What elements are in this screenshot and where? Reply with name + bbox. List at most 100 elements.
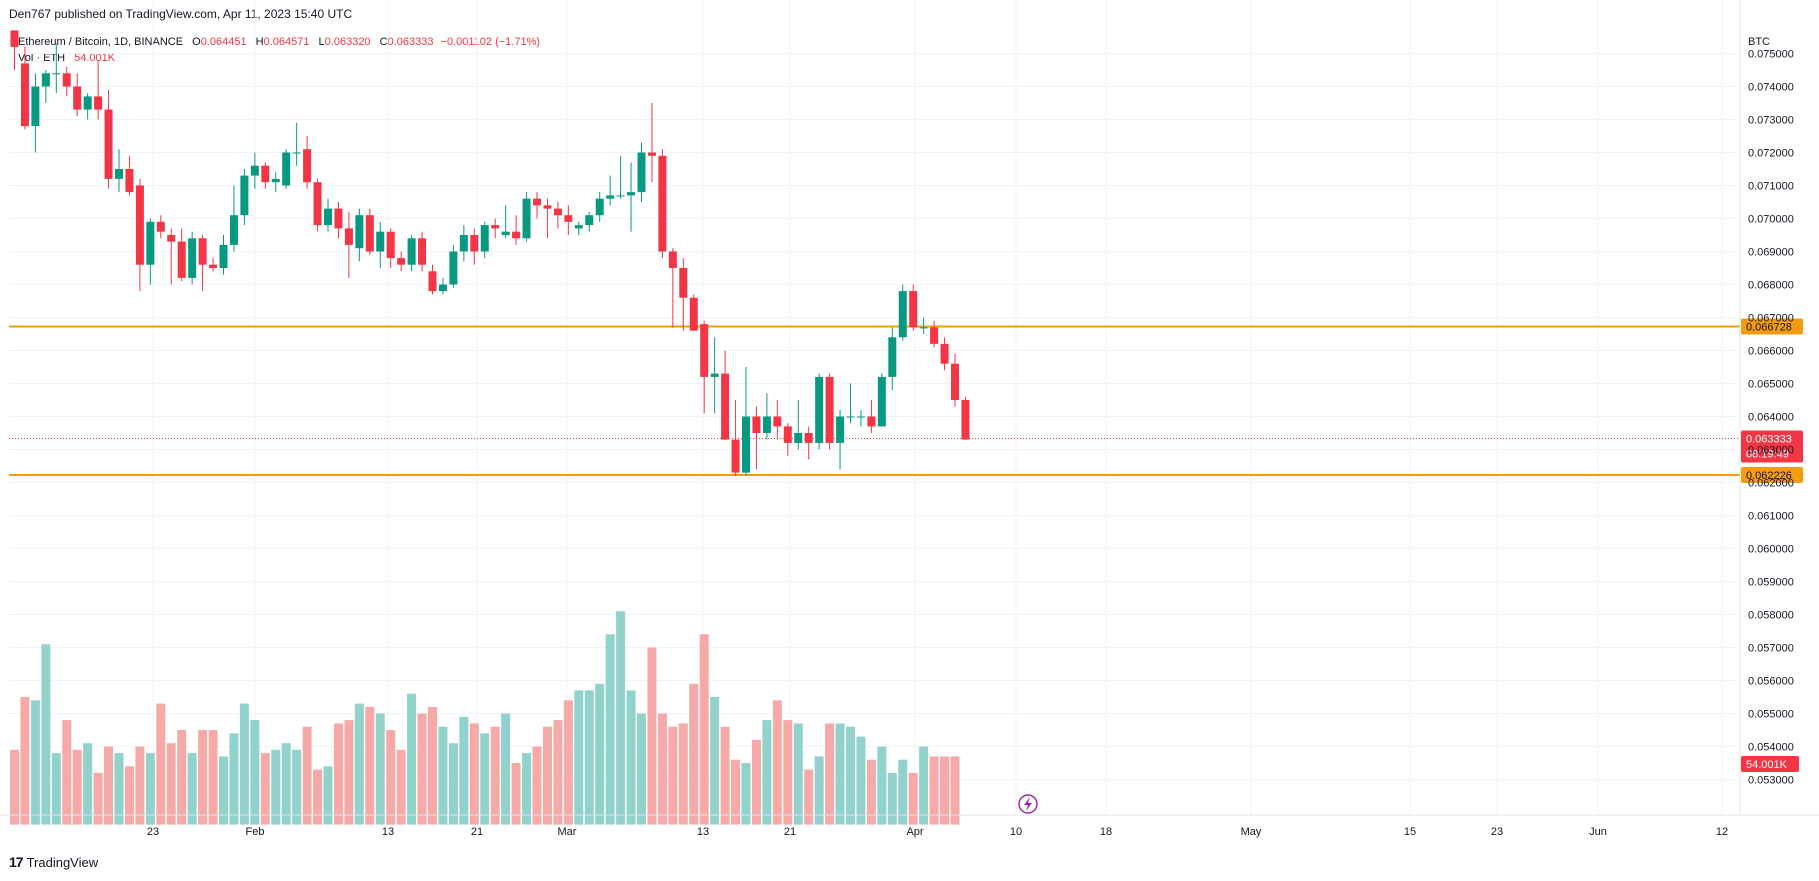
candle[interactable] [762,393,771,440]
candle[interactable] [909,284,918,331]
candle[interactable] [240,169,249,226]
candle[interactable] [146,218,155,285]
candle[interactable] [679,258,688,331]
candle[interactable] [198,235,207,292]
volume-bar [595,683,605,825]
candle[interactable] [951,353,959,407]
candle[interactable] [564,205,573,235]
candle[interactable] [449,244,458,288]
candle[interactable] [386,228,395,268]
candle[interactable] [815,373,824,450]
candle[interactable] [867,400,876,433]
candle[interactable] [438,277,447,295]
candle[interactable] [961,396,970,440]
candle[interactable] [10,30,19,70]
candle[interactable] [742,367,750,476]
candle[interactable] [888,327,897,391]
candle[interactable] [428,264,437,295]
candle[interactable] [250,152,259,189]
candle[interactable] [418,231,427,272]
candle[interactable] [637,142,646,202]
candle[interactable] [668,248,677,328]
candle[interactable] [261,162,270,189]
candle[interactable] [522,192,531,242]
candle[interactable] [595,192,604,222]
candle[interactable] [700,320,709,414]
candle[interactable] [574,221,583,235]
symbol-title[interactable]: Ethereum / Bitcoin, 1D, BINANCE [18,36,184,48]
candle[interactable] [606,175,615,206]
candle[interactable] [543,198,552,239]
candle[interactable] [177,228,186,282]
candle[interactable] [470,228,479,265]
candle[interactable] [877,373,886,427]
candle[interactable] [125,155,134,196]
candle[interactable] [229,185,238,252]
candle[interactable] [480,221,489,259]
candle[interactable] [271,172,280,193]
candle[interactable] [647,103,656,183]
candle[interactable] [73,73,82,117]
candle[interactable] [376,221,385,268]
candle[interactable] [407,235,416,272]
candle[interactable] [783,423,792,457]
candle[interactable] [804,426,813,460]
candle[interactable] [721,350,730,440]
candle[interactable] [825,373,834,450]
volume-label[interactable]: Vol · ETH [18,52,66,64]
candle[interactable] [627,162,636,232]
candle[interactable] [689,294,698,331]
candle[interactable] [501,205,510,239]
candle[interactable] [94,60,103,120]
candle[interactable] [658,149,667,259]
candle[interactable] [115,149,123,193]
candle[interactable] [313,178,322,232]
volume-bar [323,766,333,825]
candle[interactable] [31,73,40,153]
candle[interactable] [41,70,50,103]
candle[interactable] [219,235,228,275]
candle[interactable] [209,258,218,272]
candle[interactable] [292,122,301,166]
candle[interactable] [52,43,61,94]
candle[interactable] [104,89,113,189]
candle[interactable] [898,284,907,341]
candle[interactable] [334,202,343,239]
candle[interactable] [188,231,197,285]
candle[interactable] [459,225,468,262]
candle[interactable] [62,66,71,97]
candle[interactable] [355,208,364,262]
candle[interactable] [512,215,521,245]
candle[interactable] [135,178,144,292]
candle[interactable] [491,218,500,239]
candle[interactable] [282,149,291,189]
candle[interactable] [794,400,803,450]
candle[interactable] [167,228,176,285]
candle[interactable] [919,317,928,335]
candle[interactable] [397,251,406,272]
candle[interactable] [585,211,594,232]
candle[interactable] [731,400,740,476]
candle[interactable] [836,409,845,470]
candle[interactable] [930,320,939,348]
candle-body [313,182,322,226]
candle[interactable] [616,155,625,199]
candle[interactable] [303,136,312,189]
candle[interactable] [20,46,29,130]
lightning-icon[interactable] [1018,794,1038,814]
candle[interactable] [940,337,949,371]
footer-brand[interactable]: 17 TradingView [9,854,98,870]
candle[interactable] [533,192,541,219]
candle[interactable] [156,215,165,239]
candle[interactable] [553,202,562,229]
candle[interactable] [344,211,353,278]
candle[interactable] [83,93,92,120]
candle[interactable] [773,400,782,440]
candle[interactable] [846,383,855,424]
candle[interactable] [752,406,761,470]
candle[interactable] [324,198,332,232]
candle[interactable] [856,409,865,427]
candle[interactable] [710,337,719,414]
candle[interactable] [365,208,374,255]
